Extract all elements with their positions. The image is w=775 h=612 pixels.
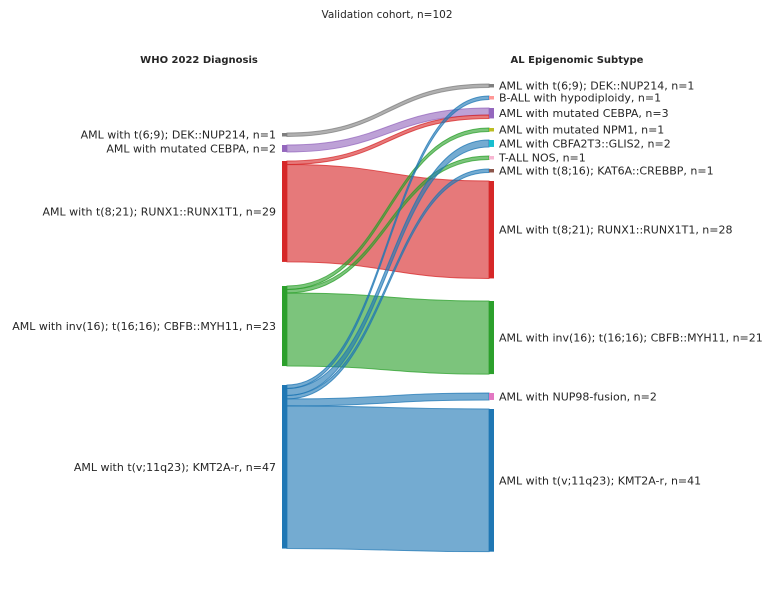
flow-cbfb-to-cbfb (286, 292, 490, 375)
right-node-bar-nup98 (489, 393, 494, 400)
right-node-label-nup98: AML with NUP98-fusion, n=2 (499, 390, 657, 403)
left-node-label-cebpa: AML with mutated CEBPA, n=2 (106, 142, 276, 155)
flow-runx-to-cebpa (286, 114, 490, 165)
right-node-label-cbfb: AML with inv(16); t(16;16); CBFB::MYH11,… (499, 332, 763, 345)
right-node-bar-runx (489, 181, 494, 279)
right-node-bar-dek (489, 84, 494, 88)
right-node-label-kat6a: AML with t(8;16); KAT6A::CREBBP, n=1 (499, 165, 714, 178)
right-node-bar-npm1 (489, 128, 494, 132)
left-node-bar-dek (282, 133, 287, 137)
node-layer (282, 84, 494, 552)
flow-layer (286, 83, 490, 553)
right-node-bar-kmt2a (489, 409, 494, 552)
right-node-bar-cbfb (489, 301, 494, 375)
flow-cebpa-to-cebpa (286, 107, 490, 153)
right-node-bar-ball (489, 96, 494, 100)
right-node-label-runx: AML with t(8;21); RUNX1::RUNX1T1, n=28 (499, 224, 733, 237)
flow-kmt2a-to-nup98 (286, 392, 490, 407)
left-node-bar-cbfb (282, 286, 287, 367)
right-node-label-tall: T-ALL NOS, n=1 (498, 152, 586, 165)
right-node-bar-glis (489, 140, 494, 147)
right-node-label-npm1: AML with mutated NPM1, n=1 (499, 124, 664, 137)
right-node-bar-kat6a (489, 169, 494, 173)
right-node-label-dek: AML with t(6;9); DEK::NUP214, n=1 (499, 80, 694, 93)
left-node-bar-cebpa (282, 145, 287, 152)
left-node-label-dek: AML with t(6;9); DEK::NUP214, n=1 (81, 129, 276, 142)
right-node-label-kmt2a: AML with t(v;11q23); KMT2A-r, n=41 (499, 474, 701, 487)
diagram-title: Validation cohort, n=102 (321, 9, 452, 21)
left-node-label-runx: AML with t(8;21); RUNX1::RUNX1T1, n=29 (43, 205, 277, 218)
left-node-label-cbfb: AML with inv(16); t(16;16); CBFB::MYH11,… (12, 320, 276, 333)
right-node-label-ball: B-ALL with hypodiploidy, n=1 (499, 92, 661, 105)
left-node-label-kmt2a: AML with t(v;11q23); KMT2A-r, n=47 (74, 461, 276, 474)
right-column-header: AL Epigenomic Subtype (511, 55, 644, 66)
right-node-label-glis: AML with CBFA2T3::GLIS2, n=2 (499, 137, 671, 150)
flow-runx-to-runx (286, 163, 490, 279)
right-node-bar-tall (489, 156, 494, 160)
right-node-label-cebpa: AML with mutated CEBPA, n=3 (499, 107, 669, 120)
left-node-bar-kmt2a (282, 385, 287, 549)
left-node-bar-runx (282, 161, 287, 262)
flow-kmt2a-to-kmt2a (286, 405, 490, 553)
left-column-header: WHO 2022 Diagnosis (140, 55, 258, 66)
right-node-bar-cebpa (489, 108, 494, 119)
